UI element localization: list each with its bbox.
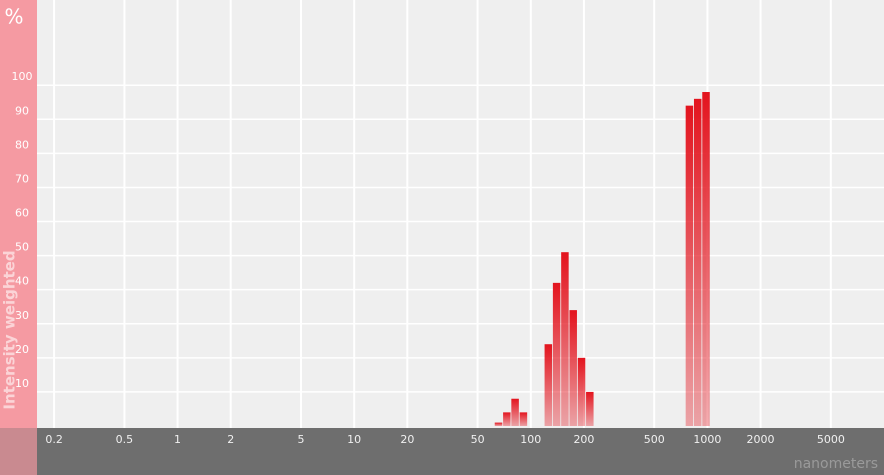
y-tick-label: 70 [15, 172, 29, 185]
bar [544, 344, 553, 426]
bar [693, 98, 702, 426]
y-tick-label: 10 [15, 377, 29, 390]
x-tick-label: 200 [573, 433, 594, 446]
bar [561, 252, 569, 426]
x-tick-label: 0.2 [45, 433, 63, 446]
x-tick-label: 1 [174, 433, 181, 446]
bar [586, 391, 594, 426]
bar [503, 412, 511, 426]
plot-background [37, 0, 884, 428]
x-tick-label: 2000 [747, 433, 775, 446]
x-axis-title: nanometers [794, 456, 878, 472]
y-unit: % [4, 5, 23, 29]
x-tick-label: 100 [520, 433, 541, 446]
bar [511, 398, 519, 426]
x-tick-label: 20 [400, 433, 414, 446]
bar [494, 422, 503, 426]
y-tick-label: 40 [15, 275, 29, 288]
y-tick-label: 30 [15, 309, 29, 322]
y-axis-band [0, 0, 37, 428]
bar [569, 310, 577, 426]
x-tick-label: 500 [644, 433, 665, 446]
x-tick-label: 50 [471, 433, 485, 446]
bar [577, 357, 586, 426]
y-axis-title: Intensity weighted [1, 250, 19, 409]
bar [519, 412, 528, 426]
bar [685, 105, 694, 426]
bar [552, 282, 561, 426]
y-tick-label: 60 [15, 207, 29, 220]
x-tick-label: 10 [347, 433, 361, 446]
y-tick-label: 100 [12, 70, 33, 83]
x-tick-label: 5 [298, 433, 305, 446]
y-tick-label: 90 [15, 104, 29, 117]
x-tick-label: 1000 [693, 433, 721, 446]
x-tick-label: 5000 [817, 433, 845, 446]
x-tick-label: 0.5 [116, 433, 134, 446]
x-tick-label: 2 [227, 433, 234, 446]
x-axis-band [0, 428, 884, 475]
axis-corner [0, 428, 37, 475]
bar [702, 92, 710, 427]
y-tick-label: 50 [15, 241, 29, 254]
y-tick-label: 20 [15, 343, 29, 356]
y-tick-label: 80 [15, 138, 29, 151]
